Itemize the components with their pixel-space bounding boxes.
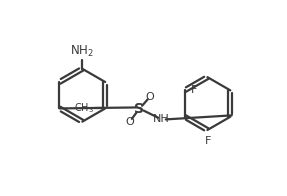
Text: S: S bbox=[134, 102, 144, 116]
Text: O: O bbox=[146, 92, 154, 102]
Text: CH$_3$: CH$_3$ bbox=[73, 102, 94, 115]
Text: F: F bbox=[205, 135, 211, 146]
Text: F: F bbox=[191, 85, 197, 95]
Text: O: O bbox=[125, 117, 134, 127]
Text: NH: NH bbox=[153, 114, 170, 124]
Text: NH$_2$: NH$_2$ bbox=[70, 44, 94, 59]
